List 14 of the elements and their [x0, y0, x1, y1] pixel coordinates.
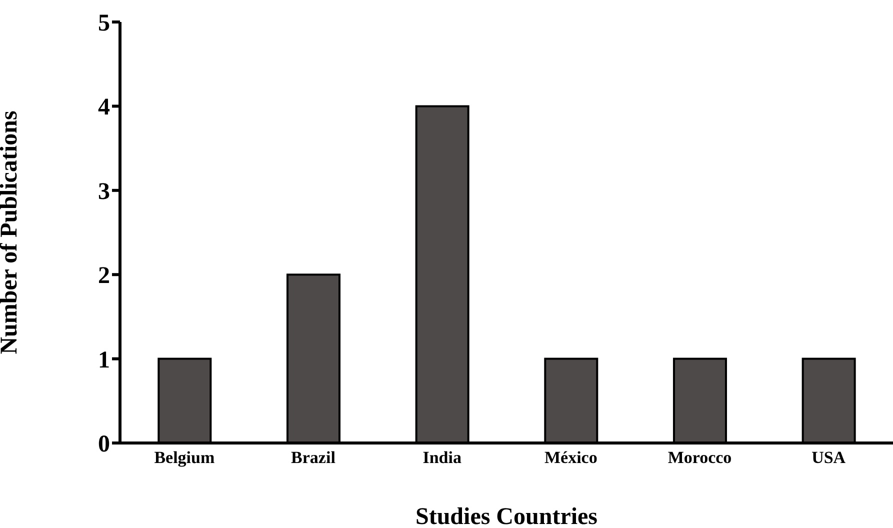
x-axis-title: Studies Countries — [415, 504, 598, 528]
x-tick-label: India — [422, 448, 462, 468]
y-tick-label: 1 — [98, 347, 110, 374]
x-tick-label: USA — [812, 448, 846, 468]
y-tick-label: 5 — [98, 10, 110, 37]
x-tick-label: Belgium — [154, 448, 215, 468]
y-tick-label: 0 — [98, 432, 110, 458]
x-tick-label: Brazil — [291, 448, 336, 468]
x-tick-label: Morocco — [668, 448, 732, 468]
y-tick-label: 3 — [98, 178, 110, 205]
x-tick-label: México — [544, 448, 598, 468]
y-axis-title: Number of Publications — [0, 110, 23, 354]
y-tick-label: 4 — [98, 94, 110, 121]
y-tick-label: 2 — [98, 263, 110, 290]
